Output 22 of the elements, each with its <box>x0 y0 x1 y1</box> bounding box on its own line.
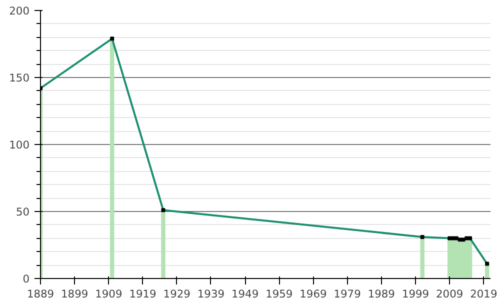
x-tick-label: 1909 <box>95 288 122 300</box>
x-tick-label: 1929 <box>163 288 191 300</box>
x-tick-label: 1959 <box>266 288 293 300</box>
x-tick-label: 1949 <box>231 288 259 300</box>
x-tick-label: 2009 <box>436 288 464 300</box>
x-tick-label: 1889 <box>26 288 54 300</box>
y-tick-label: 200 <box>9 4 30 18</box>
bar <box>161 210 166 278</box>
y-tick-label: 150 <box>9 72 30 84</box>
x-tick-label: 1999 <box>402 288 430 300</box>
y-tick-label: 0 <box>22 272 30 286</box>
y-tick-label: 100 <box>9 138 30 152</box>
bar <box>110 38 114 278</box>
x-tick-label: 2019 <box>470 288 498 300</box>
x-tick-label: 1969 <box>300 288 328 300</box>
x-tick-label: 1899 <box>61 288 88 300</box>
bar <box>420 236 424 278</box>
x-tick-label: 1979 <box>334 288 362 300</box>
x-tick-label: 1919 <box>129 288 157 300</box>
y-tick-label: 50 <box>16 206 30 218</box>
x-tick-label: 1989 <box>368 288 396 300</box>
x-tick-label: 1939 <box>197 288 225 300</box>
